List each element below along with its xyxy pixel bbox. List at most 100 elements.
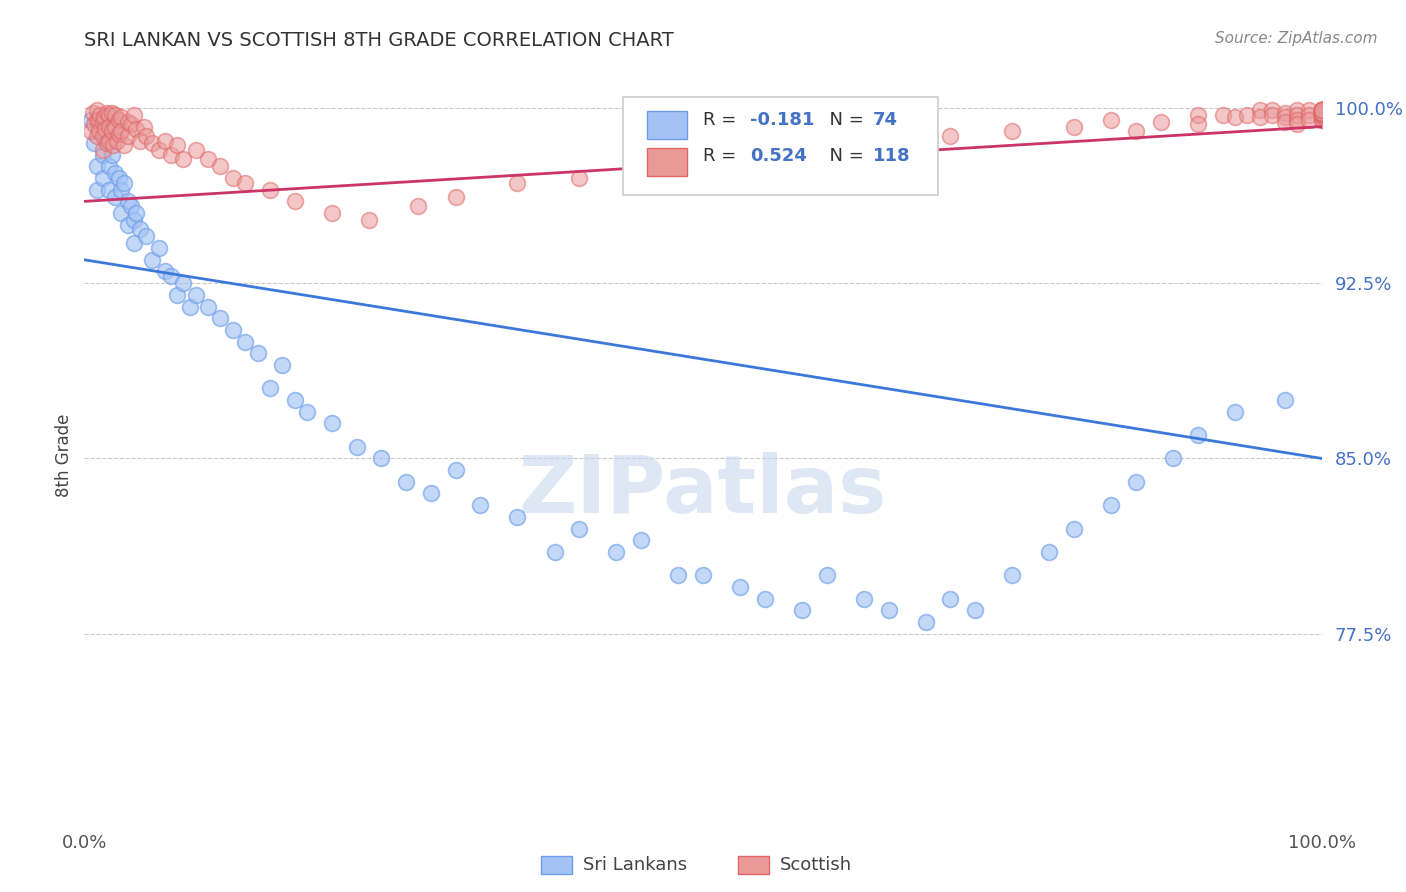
- Point: [1310, 105, 1333, 120]
- Text: 74: 74: [873, 111, 897, 129]
- Point: [1063, 522, 1085, 536]
- Point: [135, 128, 157, 143]
- Point: [506, 509, 529, 524]
- Point: [1298, 103, 1320, 118]
- Point: [914, 615, 936, 629]
- Point: [83, 117, 105, 131]
- Point: [1285, 108, 1308, 122]
- Text: Scottish: Scottish: [780, 856, 852, 874]
- Point: [1310, 108, 1333, 122]
- Point: [1310, 112, 1333, 127]
- Point: [1261, 108, 1284, 122]
- Point: [153, 134, 176, 148]
- Point: [630, 533, 652, 548]
- Point: [1310, 103, 1333, 118]
- Point: [184, 143, 207, 157]
- Bar: [647, 112, 688, 139]
- Point: [89, 124, 111, 138]
- Point: [197, 300, 219, 314]
- Point: [877, 136, 900, 150]
- Point: [1310, 105, 1333, 120]
- Point: [86, 159, 108, 173]
- Point: [117, 194, 139, 209]
- Point: [815, 143, 838, 157]
- Point: [259, 381, 281, 395]
- Text: R =: R =: [703, 111, 742, 129]
- Point: [1223, 110, 1246, 124]
- Point: [209, 159, 232, 173]
- Point: [1310, 103, 1333, 118]
- Point: [543, 545, 565, 559]
- Text: N =: N =: [818, 111, 869, 129]
- Point: [444, 190, 467, 204]
- Point: [419, 486, 441, 500]
- Text: N =: N =: [818, 147, 869, 166]
- Point: [108, 171, 131, 186]
- Point: [1310, 103, 1333, 118]
- Point: [692, 568, 714, 582]
- Point: [93, 110, 115, 124]
- Point: [1038, 545, 1060, 559]
- Point: [790, 603, 813, 617]
- Point: [470, 498, 492, 512]
- Point: [98, 159, 121, 173]
- Point: [222, 171, 245, 186]
- Point: [692, 159, 714, 173]
- Point: [98, 134, 121, 148]
- Point: [444, 463, 467, 477]
- Point: [357, 213, 380, 227]
- Point: [108, 127, 131, 141]
- Point: [110, 183, 132, 197]
- Point: [939, 128, 962, 143]
- Text: ZIPatlas: ZIPatlas: [519, 452, 887, 531]
- Point: [96, 136, 118, 150]
- Point: [1274, 392, 1296, 407]
- Point: [108, 112, 131, 127]
- Point: [1310, 103, 1333, 118]
- Point: [89, 112, 111, 127]
- Point: [91, 143, 114, 157]
- Point: [100, 147, 122, 161]
- Point: [86, 103, 108, 118]
- Point: [125, 122, 148, 136]
- Point: [1063, 120, 1085, 134]
- Point: [939, 591, 962, 606]
- Point: [1125, 124, 1147, 138]
- FancyBboxPatch shape: [623, 96, 938, 195]
- Point: [284, 392, 307, 407]
- Text: -0.181: -0.181: [749, 111, 814, 129]
- Text: 0.524: 0.524: [749, 147, 807, 166]
- Point: [1310, 105, 1333, 120]
- Point: [122, 213, 145, 227]
- Point: [98, 183, 121, 197]
- Point: [105, 134, 128, 148]
- Point: [1001, 124, 1024, 138]
- Point: [1187, 428, 1209, 442]
- Point: [112, 176, 135, 190]
- Point: [1310, 103, 1333, 118]
- Point: [100, 124, 122, 138]
- Point: [1310, 103, 1333, 118]
- Point: [321, 206, 343, 220]
- Point: [1285, 117, 1308, 131]
- Point: [321, 417, 343, 431]
- Point: [1187, 108, 1209, 122]
- Point: [1298, 112, 1320, 127]
- Point: [112, 138, 135, 153]
- Point: [1285, 103, 1308, 118]
- Point: [852, 591, 875, 606]
- Point: [96, 136, 118, 150]
- Point: [141, 252, 163, 267]
- Point: [148, 241, 170, 255]
- Point: [1261, 103, 1284, 118]
- Point: [166, 288, 188, 302]
- Point: [1125, 475, 1147, 489]
- Point: [346, 440, 368, 454]
- Point: [1187, 117, 1209, 131]
- Point: [153, 264, 176, 278]
- Point: [86, 183, 108, 197]
- Point: [122, 108, 145, 122]
- Point: [166, 138, 188, 153]
- Point: [120, 199, 142, 213]
- Point: [222, 323, 245, 337]
